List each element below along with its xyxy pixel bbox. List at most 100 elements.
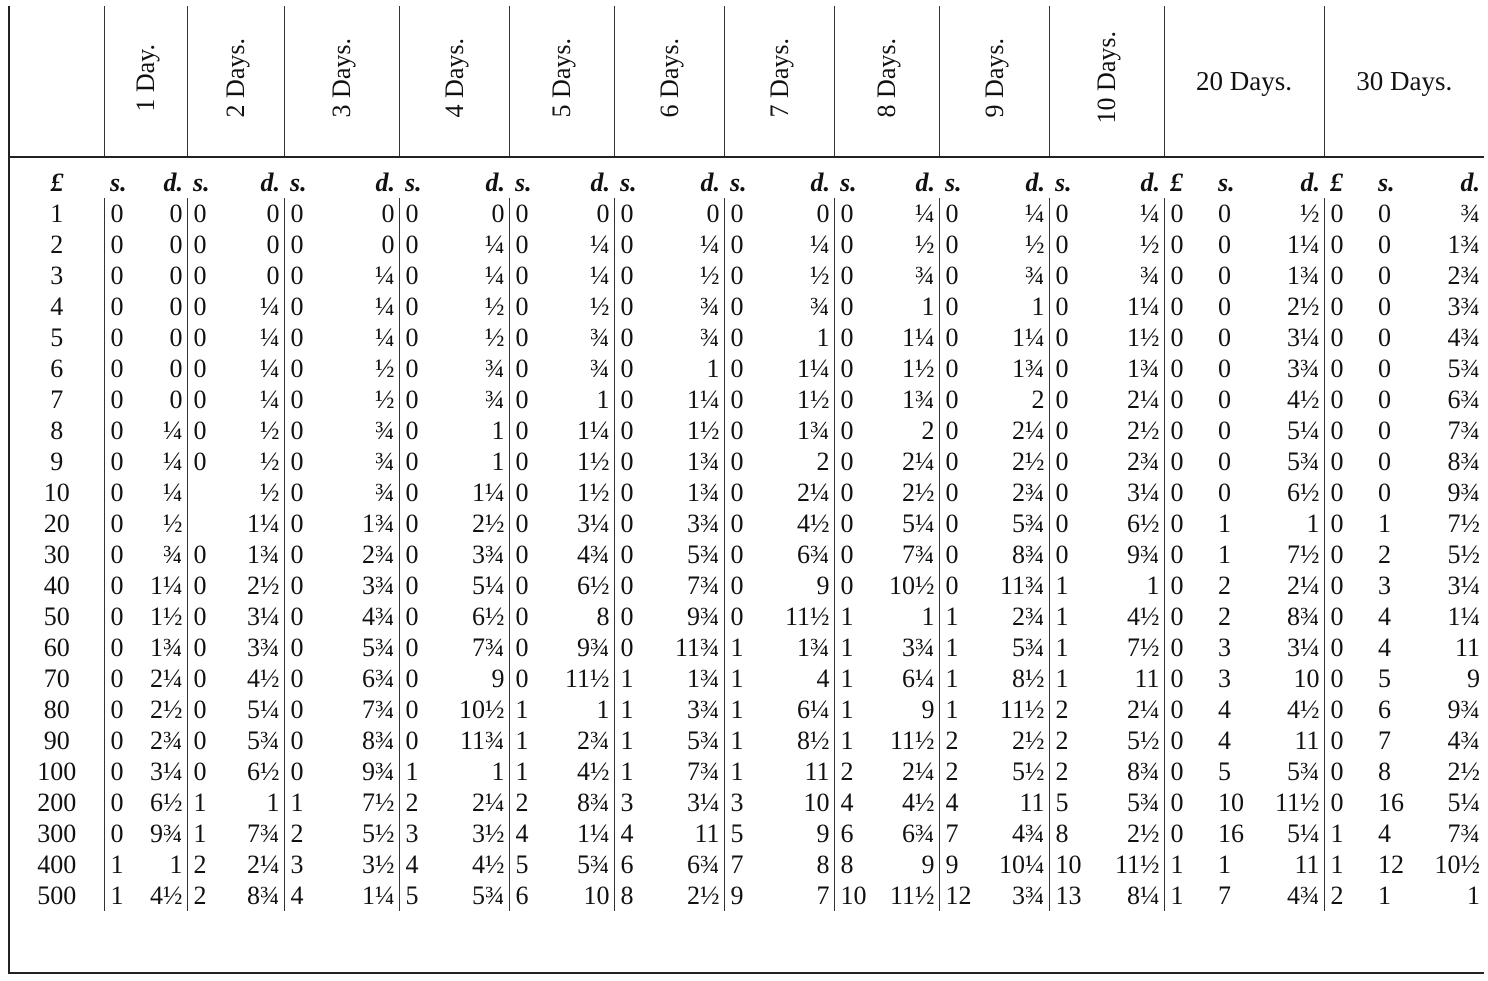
table-cell: 0 — [1323, 539, 1373, 570]
table-cell: 0 — [283, 384, 332, 415]
table-cell: 11 — [694, 819, 720, 848]
table-cell: 0 — [613, 260, 660, 291]
table-cell: 5¾ — [1287, 447, 1320, 476]
table-cell: 0 — [186, 570, 228, 601]
table-cell: 6 — [508, 880, 553, 911]
table-cell: 0 — [508, 384, 553, 415]
table-cell: 2¼ — [1012, 416, 1045, 445]
table-cell: ¾ — [915, 261, 935, 290]
table-cell: 0 — [103, 446, 139, 477]
table-cell: 1 — [508, 756, 553, 787]
table-cell: ½ — [810, 261, 830, 290]
unit-header: s. — [939, 156, 985, 198]
table-cell: 0 — [283, 601, 332, 632]
table-cell: 9 — [491, 664, 505, 693]
table-cell: 5½ — [1127, 726, 1160, 755]
table-cell: 4 — [816, 664, 830, 693]
table-cell: 0 — [723, 198, 770, 229]
table-cell: 1¾ — [1127, 354, 1160, 383]
table-cell: 0 — [1323, 353, 1373, 384]
table-cell: 2 — [508, 787, 553, 818]
table-cell: 11½ — [784, 602, 830, 631]
table-cell: 0 — [1378, 354, 1392, 383]
table-cell: 9¾ — [687, 602, 720, 631]
table-cell: 2½ — [687, 881, 720, 910]
table-cell: 0 — [833, 229, 878, 260]
table-cell: 1 — [1163, 849, 1212, 880]
table-cell: 0 — [398, 601, 445, 632]
table-cell: 1¾ — [797, 633, 830, 662]
table-cell: 3 — [1218, 664, 1231, 693]
table-cell: 1 — [723, 725, 770, 756]
table-cell: 5¾ — [687, 726, 720, 755]
table-cell: 0 — [169, 199, 183, 228]
table-cell: 0 — [169, 230, 183, 259]
table-cell: 0 — [723, 539, 770, 570]
table-cell: 0 — [1163, 322, 1212, 353]
table-cell: 5¼ — [1287, 819, 1320, 848]
table-cell: 3 — [1218, 633, 1231, 662]
table-cell: 2 — [1048, 694, 1097, 725]
table-cell: 0 — [1218, 261, 1231, 290]
table-cell: 10½ — [1434, 850, 1481, 879]
period-header: 7 Days. — [723, 6, 834, 157]
table-cell: 0 — [1163, 229, 1212, 260]
table-cell: 5¾ — [1012, 633, 1045, 662]
table-cell: 0 — [398, 446, 445, 477]
table-cell: 0 — [508, 477, 553, 508]
table-cell: 2 — [186, 849, 228, 880]
table-cell: 0 — [283, 415, 332, 446]
table-cell: 0 — [1323, 694, 1373, 725]
table-cell: 2 — [938, 756, 985, 787]
table-cell: 1 — [938, 663, 985, 694]
table-cell: 1¾ — [797, 416, 830, 445]
table-cell: 6¾ — [902, 819, 935, 848]
table-cell: 1 — [491, 447, 505, 476]
table-cell: 1 — [833, 663, 878, 694]
table-cell: 3½ — [472, 819, 505, 848]
table-cell: 0 — [103, 539, 139, 570]
table-cell: 8¾ — [247, 881, 280, 910]
table-cell: 0 — [1163, 353, 1212, 384]
period-label: 8 Days. — [872, 37, 901, 118]
table-cell: 1 — [706, 354, 720, 383]
table-cell: 4 — [1378, 633, 1392, 662]
table-cell: 0 — [1378, 292, 1392, 321]
table-cell: 0 — [186, 694, 228, 725]
table-cell: 1 — [613, 694, 660, 725]
table-cell: 0 — [398, 725, 445, 756]
table-cell: 0 — [938, 415, 985, 446]
table-cell: 11½ — [1274, 788, 1320, 817]
table-cell: 0 — [1163, 694, 1212, 725]
table-cell: 0 — [1163, 601, 1212, 632]
table-cell: 3¼ — [150, 757, 183, 786]
table-cell: 0 — [283, 694, 332, 725]
table-cell: 0 — [938, 539, 985, 570]
table-cell: 0 — [833, 384, 878, 415]
table-row: 30 0 ¾ 0 1¾ 0 2¾ 0 3¾ 0 4¾ 0 5¾ 0 6¾ 0 7¾ 0 8¾ 0 9¾ 0 1 7½ 0 2 5½ — [10, 539, 1484, 570]
unit-header: s. — [1372, 156, 1421, 198]
table-cell: 0 — [169, 292, 183, 321]
table-cell: ¼ — [163, 447, 183, 476]
table-cell: 9¾ — [1127, 540, 1160, 569]
table-cell: ¼ — [485, 230, 505, 259]
table-cell: ½ — [260, 478, 280, 507]
table-cell: 4½ — [150, 881, 183, 910]
table-cell: ¾ — [375, 478, 395, 507]
table-cell: 0 — [938, 446, 985, 477]
table-cell: 1¼ — [577, 416, 610, 445]
table-cell: 0 — [283, 756, 332, 787]
table-cell: 3¾ — [362, 571, 395, 600]
table-cell: 0 — [508, 601, 553, 632]
table-cell: 1 — [613, 725, 660, 756]
table-cell: 2¾ — [150, 726, 183, 755]
table-cell: 4 — [283, 880, 332, 911]
table-row: 20 0 ½ 1¼ 0 1¾ 0 2½ 0 3¼ 0 3¾ 0 4½ 0 5¼ 0 5¾ 0 6½ 0 1 1 0 1 7½ — [10, 508, 1484, 539]
table-row: 7 0 0 0 ¼ 0 ½ 0 ¾ 0 1 0 1¼ 0 1½ 0 1¾ 0 2 0 2¼ 0 0 4½ 0 0 6¾ — [10, 384, 1484, 415]
table-cell: 1½ — [687, 416, 720, 445]
table-cell: 0 — [613, 322, 660, 353]
table-cell: ¾ — [810, 292, 830, 321]
table-cell: 2¼ — [902, 447, 935, 476]
table-cell: 2½ — [472, 509, 505, 538]
table-cell: ½ — [260, 416, 280, 445]
